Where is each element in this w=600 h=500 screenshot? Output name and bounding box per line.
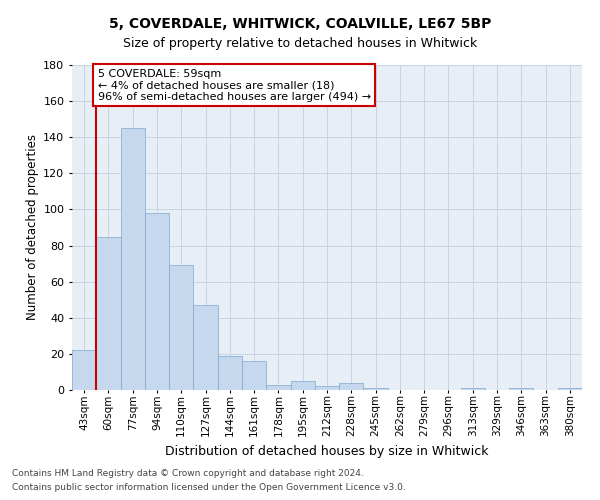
Bar [315, 386, 339, 390]
Bar [509, 388, 533, 390]
Bar [169, 266, 193, 390]
Text: 5 COVERDALE: 59sqm
← 4% of detached houses are smaller (18)
96% of semi-detached: 5 COVERDALE: 59sqm ← 4% of detached hous… [97, 68, 371, 102]
Bar [96, 236, 121, 390]
Bar [364, 388, 388, 390]
Text: Contains public sector information licensed under the Open Government Licence v3: Contains public sector information licen… [12, 484, 406, 492]
Bar [558, 388, 582, 390]
Bar [121, 128, 145, 390]
Bar [266, 384, 290, 390]
Text: Contains HM Land Registry data © Crown copyright and database right 2024.: Contains HM Land Registry data © Crown c… [12, 468, 364, 477]
Bar [339, 383, 364, 390]
Bar [72, 350, 96, 390]
X-axis label: Distribution of detached houses by size in Whitwick: Distribution of detached houses by size … [165, 444, 489, 458]
Text: 5, COVERDALE, WHITWICK, COALVILLE, LE67 5BP: 5, COVERDALE, WHITWICK, COALVILLE, LE67 … [109, 18, 491, 32]
Bar [193, 305, 218, 390]
Text: Size of property relative to detached houses in Whitwick: Size of property relative to detached ho… [123, 38, 477, 51]
Bar [290, 381, 315, 390]
Bar [461, 388, 485, 390]
Bar [242, 361, 266, 390]
Y-axis label: Number of detached properties: Number of detached properties [26, 134, 39, 320]
Bar [218, 356, 242, 390]
Bar [145, 213, 169, 390]
